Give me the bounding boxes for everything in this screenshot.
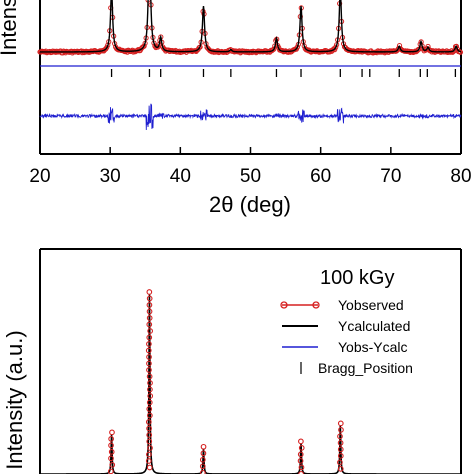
legend-label-calculated: Ycalculated: [338, 318, 410, 334]
bottom-observed-point: [146, 360, 152, 367]
top-x-tick-label: 40: [170, 166, 191, 187]
top-x-ticks: 20 30 40 50 60 70 80: [29, 147, 472, 187]
bottom-observed-point: [145, 347, 152, 354]
bottom-observed-point: [146, 399, 153, 406]
bottom-observed-point: [297, 451, 304, 458]
legend-item-bragg: Bragg_Position: [300, 360, 413, 376]
bottom-observed-point: [146, 367, 152, 373]
top-x-tick-label: 60: [310, 166, 331, 187]
legend-label-bragg: Bragg_Position: [318, 360, 413, 376]
bottom-observed-point: [146, 406, 153, 412]
bottom-observed-point: [145, 458, 152, 464]
legend-label-difference: Yobs-Ycalc: [338, 339, 408, 355]
legend-label-observed: Yobserved: [338, 297, 404, 313]
bottom-observed-point: [147, 445, 153, 451]
bottom-observed-point: [297, 458, 304, 464]
top-y-axis-label: Intensity (a.u.): [0, 0, 21, 56]
top-observed-point: [271, 46, 277, 52]
bottom-observed-point: [146, 295, 153, 302]
bottom-observed-point: [147, 380, 153, 386]
bottom-observed-point: [146, 425, 152, 432]
top-x-tick-label: 30: [100, 166, 121, 187]
bottom-observed-point: [108, 442, 114, 449]
bottom-observed-point: [146, 321, 153, 328]
bottom-observed-point: [199, 463, 206, 470]
top-x-tick-label: 50: [240, 166, 261, 187]
top-observed-point: [457, 49, 464, 55]
bottom-observed-point: [146, 334, 153, 341]
bottom-observed-point: [109, 429, 115, 436]
bottom-y-axis-label: Intensity (a.u.): [2, 330, 27, 469]
bottom-observed-point: [146, 302, 153, 308]
bottom-observed-point: [146, 315, 153, 321]
top-bragg-ticks: [110, 69, 457, 77]
bottom-observed-point: [108, 455, 114, 462]
bottom-observed-point: [337, 466, 344, 472]
bottom-observed-point: [146, 373, 153, 380]
top-residual-series: [39, 65, 462, 130]
bottom-observed-point: [200, 469, 206, 474]
bottom-observed-point: [298, 438, 304, 445]
bottom-observed-point: [146, 289, 153, 295]
bottom-observed-point: [200, 443, 207, 450]
top-observed-point: [425, 43, 431, 50]
bottom-observed-point: [109, 462, 116, 468]
bottom-observed-point: [146, 432, 153, 438]
bottom-observed-point: [298, 464, 305, 471]
bottom-observed-point: [199, 456, 206, 463]
top-x-tick-label: 80: [450, 166, 471, 187]
bottom-observed-point: [337, 440, 344, 446]
bottom-observed-point: [338, 427, 344, 433]
bottom-observed-point: [108, 449, 115, 455]
top-calculated-line: [40, 0, 462, 53]
bottom-observed-point: [146, 354, 152, 360]
top-calculated-series: [40, 0, 462, 53]
top-residual-line: [39, 103, 462, 130]
top-x-axis-label: 2θ (deg): [209, 192, 291, 217]
bottom-observed-point: [147, 412, 153, 419]
bottom-observed-point: [337, 420, 344, 427]
legend-item-observed: Yobserved: [280, 297, 404, 313]
bottom-observed-point: [146, 341, 152, 347]
bottom-observed-point: [147, 393, 154, 399]
bottom-observed-point: [146, 308, 153, 315]
legend: Yobserved Ycalculated Yobs-Ycalc Bragg_P…: [280, 297, 413, 376]
bottom-observed-point: [147, 386, 153, 393]
top-observed-point: [333, 44, 339, 50]
bottom-observed-point: [200, 450, 207, 457]
bottom-observed-point: [337, 433, 343, 440]
bottom-observed-point: [108, 436, 114, 442]
bottom-observed-point: [337, 446, 344, 453]
bottom-observed-point: [146, 438, 153, 445]
bottom-observed-point: [146, 464, 153, 471]
bottom-observed-point: [147, 328, 154, 334]
bottom-observed-markers: [108, 289, 344, 474]
top-x-tick-label: 70: [380, 166, 401, 187]
bottom-observed-point: [298, 445, 305, 451]
legend-item-difference: Yobs-Ycalc: [282, 339, 408, 355]
legend-item-calculated: Ycalculated: [282, 318, 410, 334]
bottom-observed-point: [146, 451, 152, 458]
bottom-observed-point: [337, 453, 344, 459]
bottom-observed-point: [337, 459, 343, 466]
panel-title: 100 kGy: [320, 267, 394, 289]
bottom-panel: Intensity (a.u.) 100 kGy Yobserved Ycalc…: [2, 248, 462, 474]
top-panel: 20 30 40 50 60 70 80 Intensity (a.u.) 2θ (deg): [0, 0, 472, 217]
top-x-tick-label: 20: [29, 166, 50, 187]
bottom-observed-point: [145, 419, 152, 425]
